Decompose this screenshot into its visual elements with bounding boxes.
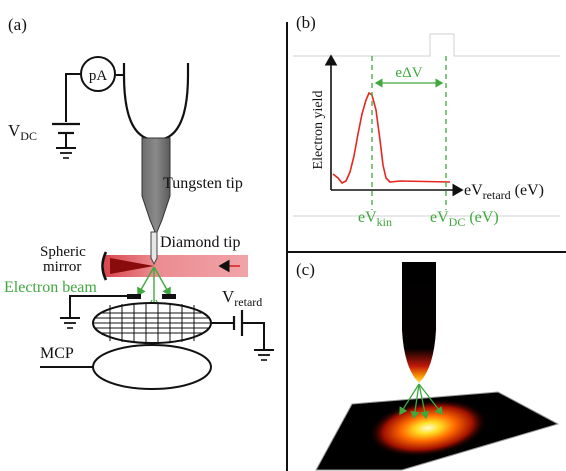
x-axis-label: eVretard (eV) <box>464 182 544 202</box>
panel-b: (b) Electron yield eVretard (eV) eΔV eVk… <box>293 13 560 229</box>
ammeter-label: pA <box>89 68 108 84</box>
panel-c-label: (c) <box>296 260 315 279</box>
panel-a-label: (a) <box>8 15 27 34</box>
mcp-label: MCP <box>40 345 74 362</box>
ekin-label: eVkin <box>358 209 392 229</box>
electron-beam-label: Electron beam <box>4 279 97 296</box>
background-trace <box>293 33 560 57</box>
laser-focus <box>110 258 154 274</box>
emission-arrow <box>418 383 443 416</box>
y-axis-label: Electron yield <box>311 91 326 170</box>
electron-beam-arrow <box>153 266 171 297</box>
vdc-label: VDC <box>8 121 37 143</box>
grid-mesh <box>94 303 210 343</box>
panel-a: (a) pA VDC Tungsten tip Diamond tip Sphe… <box>4 15 274 390</box>
edc-label: eVDC (eV) <box>430 209 499 229</box>
emission-spot <box>368 399 488 457</box>
wire <box>65 73 81 122</box>
laser-beam <box>104 255 248 277</box>
emission-arrow <box>410 383 420 420</box>
panel-c: (c) <box>296 260 560 471</box>
spheric-mirror-label-1: Spheric <box>40 244 86 260</box>
emitter-tip <box>402 262 436 383</box>
tip-holder-loop <box>122 63 190 142</box>
emission-arrow <box>418 383 430 420</box>
aperture-plate-left <box>127 294 141 299</box>
wire <box>242 322 265 350</box>
panel-b-label: (b) <box>296 13 316 32</box>
spheric-mirror-label-2: mirror <box>43 259 81 275</box>
diamond-tip <box>150 231 158 266</box>
wire <box>69 295 127 318</box>
diamond-tip-label: Diamond tip <box>160 234 240 251</box>
tungsten-tip-label: Tungsten tip <box>163 175 243 192</box>
electron-beam-arrow <box>137 266 155 297</box>
electron-yield-curve <box>332 91 451 185</box>
aperture-plate-right <box>162 294 176 299</box>
spheric-mirror <box>101 251 108 281</box>
emission-arrow <box>399 383 420 416</box>
mcp-detector <box>92 344 212 390</box>
vretard-label: Vretard <box>222 287 262 309</box>
delta-v-label: eΔV <box>395 65 422 81</box>
